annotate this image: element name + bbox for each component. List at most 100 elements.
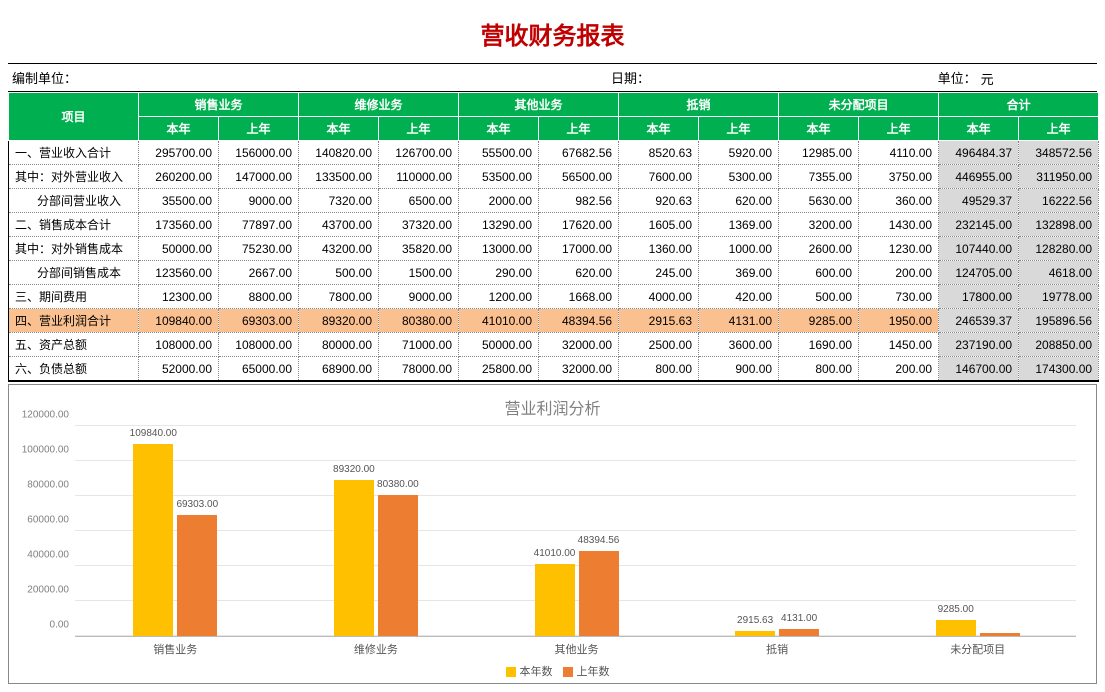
cell: 140820.00 — [299, 141, 379, 165]
cell: 109840.00 — [139, 309, 219, 333]
cell: 730.00 — [859, 285, 939, 309]
row-label: 六、负债总额 — [9, 357, 139, 382]
cell: 108000.00 — [219, 333, 299, 357]
ytick-label: 0.00 — [19, 620, 69, 631]
col-sub: 上年 — [219, 117, 299, 141]
bar-value-label: 4131.00 — [781, 613, 817, 624]
bar-value-label: 69303.00 — [176, 499, 218, 510]
cell: 35500.00 — [139, 189, 219, 213]
xaxis-label: 未分配项目 — [913, 641, 1043, 657]
cell: 43700.00 — [299, 213, 379, 237]
bar: 41010.00 — [535, 564, 575, 636]
cell: 2600.00 — [779, 237, 859, 261]
xaxis-label: 销售业务 — [110, 641, 240, 657]
row-label: 其中：对外销售成本 — [9, 237, 139, 261]
bar: 69303.00 — [177, 515, 217, 636]
col-sub: 上年 — [859, 117, 939, 141]
cell: 4618.00 — [1019, 261, 1099, 285]
col-group: 抵销 — [619, 93, 779, 117]
cell: 174300.00 — [1019, 357, 1099, 382]
cell: 17620.00 — [539, 213, 619, 237]
cell: 200.00 — [859, 261, 939, 285]
cell: 232145.00 — [939, 213, 1019, 237]
table-row: 三、期间费用12300.008800.007800.009000.001200.… — [9, 285, 1099, 309]
cell: 32000.00 — [539, 333, 619, 357]
cell: 6500.00 — [379, 189, 459, 213]
cell: 500.00 — [779, 285, 859, 309]
cell: 2667.00 — [219, 261, 299, 285]
cell: 2915.63 — [619, 309, 699, 333]
cell: 3750.00 — [859, 165, 939, 189]
cell: 133500.00 — [299, 165, 379, 189]
bar-group: 2915.634131.00 — [712, 629, 842, 636]
bar: 4131.00 — [779, 629, 819, 636]
cell: 246539.37 — [939, 309, 1019, 333]
cell: 2000.00 — [459, 189, 539, 213]
cell: 1500.00 — [379, 261, 459, 285]
ytick-label: 40000.00 — [19, 550, 69, 561]
cell: 65000.00 — [219, 357, 299, 382]
table-row: 二、销售成本合计173560.0077897.0043700.0037320.0… — [9, 213, 1099, 237]
cell: 48394.56 — [539, 309, 619, 333]
cell: 75230.00 — [219, 237, 299, 261]
cell: 80380.00 — [379, 309, 459, 333]
cell: 52000.00 — [139, 357, 219, 382]
cell: 1360.00 — [619, 237, 699, 261]
cell: 900.00 — [699, 357, 779, 382]
cell: 89320.00 — [299, 309, 379, 333]
cell: 43200.00 — [299, 237, 379, 261]
bar-value-label: 109840.00 — [130, 428, 177, 439]
legend-swatch — [563, 667, 573, 677]
date-label: 日期： — [607, 68, 654, 87]
cell: 50000.00 — [459, 333, 539, 357]
ytick-label: 100000.00 — [19, 445, 69, 456]
cell: 17000.00 — [539, 237, 619, 261]
cell: 17800.00 — [939, 285, 1019, 309]
cell: 1605.00 — [619, 213, 699, 237]
cell: 4110.00 — [859, 141, 939, 165]
cell: 5920.00 — [699, 141, 779, 165]
cell: 920.63 — [619, 189, 699, 213]
bar-value-label: 80380.00 — [377, 479, 419, 490]
cell: 2500.00 — [619, 333, 699, 357]
cell: 35820.00 — [379, 237, 459, 261]
col-project: 项目 — [9, 93, 139, 141]
col-sub: 上年 — [699, 117, 779, 141]
cell: 4000.00 — [619, 285, 699, 309]
table-row: 其中：对外销售成本50000.0075230.0043200.0035820.0… — [9, 237, 1099, 261]
cell: 78000.00 — [379, 357, 459, 382]
cell: 369.00 — [699, 261, 779, 285]
cell: 77897.00 — [219, 213, 299, 237]
cell: 260200.00 — [139, 165, 219, 189]
cell: 71000.00 — [379, 333, 459, 357]
cell: 9000.00 — [219, 189, 299, 213]
cell: 4131.00 — [699, 309, 779, 333]
ytick-label: 120000.00 — [19, 410, 69, 421]
cell: 16222.56 — [1019, 189, 1099, 213]
cell: 3600.00 — [699, 333, 779, 357]
chart-legend: 本年数上年数 — [19, 659, 1086, 679]
bar: 80380.00 — [378, 495, 418, 636]
cell: 245.00 — [619, 261, 699, 285]
cell: 360.00 — [859, 189, 939, 213]
row-label: 五、资产总额 — [9, 333, 139, 357]
bar: 9285.00 — [936, 620, 976, 636]
table-row: 一、营业收入合计295700.00156000.00140820.0012670… — [9, 141, 1099, 165]
cell: 1200.00 — [459, 285, 539, 309]
cell: 13000.00 — [459, 237, 539, 261]
table-row: 其中：对外营业收入260200.00147000.00133500.001100… — [9, 165, 1099, 189]
cell: 208850.00 — [1019, 333, 1099, 357]
chart-xaxis: 销售业务维修业务其他业务抵销未分配项目 — [75, 637, 1076, 659]
col-sub: 本年 — [619, 117, 699, 141]
report-table: 项目销售业务维修业务其他业务抵销未分配项目合计本年上年本年上年本年上年本年上年本… — [8, 92, 1099, 382]
col-group: 销售业务 — [139, 93, 299, 117]
row-label: 分部间销售成本 — [9, 261, 139, 285]
col-sub: 本年 — [939, 117, 1019, 141]
bar-value-label: 89320.00 — [333, 464, 375, 475]
legend-label: 上年数 — [577, 666, 610, 678]
cell: 290.00 — [459, 261, 539, 285]
gridline — [75, 425, 1076, 426]
cell: 108000.00 — [139, 333, 219, 357]
chart-plot: 0.0020000.0040000.0060000.0080000.001000… — [75, 427, 1076, 637]
cell: 600.00 — [779, 261, 859, 285]
